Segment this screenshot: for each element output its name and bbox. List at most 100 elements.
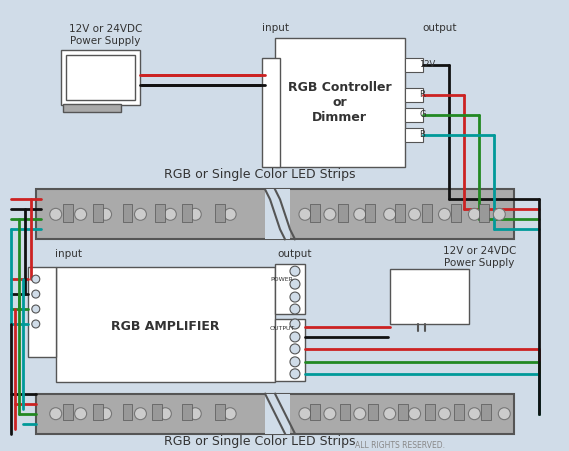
Bar — [422, 204, 431, 222]
Circle shape — [409, 208, 420, 220]
Bar — [390, 269, 469, 324]
Bar — [93, 404, 102, 420]
Circle shape — [290, 266, 300, 276]
Circle shape — [75, 408, 86, 420]
Text: OUTPUT: OUTPUT — [269, 327, 295, 331]
Bar — [365, 204, 375, 222]
Circle shape — [290, 357, 300, 367]
Text: output: output — [422, 23, 457, 33]
Circle shape — [498, 408, 510, 420]
Bar — [275, 264, 305, 314]
Circle shape — [290, 319, 300, 329]
Text: 12V or 24VDC
Power Supply: 12V or 24VDC Power Supply — [443, 246, 516, 268]
Circle shape — [468, 408, 480, 420]
Bar — [155, 204, 166, 222]
Bar — [455, 404, 464, 420]
Text: input: input — [262, 23, 288, 33]
Text: POWER: POWER — [271, 276, 294, 281]
Circle shape — [290, 279, 300, 289]
Circle shape — [224, 208, 236, 220]
Circle shape — [299, 208, 311, 220]
Bar — [405, 108, 423, 122]
Bar — [265, 394, 290, 433]
Bar — [481, 404, 492, 420]
Circle shape — [164, 208, 176, 220]
Bar — [28, 267, 56, 357]
Bar — [451, 204, 461, 222]
Circle shape — [468, 208, 480, 220]
Bar — [63, 104, 121, 112]
Circle shape — [493, 208, 505, 220]
Circle shape — [32, 290, 40, 298]
Bar — [275, 38, 405, 167]
Bar — [122, 404, 133, 420]
Circle shape — [290, 292, 300, 302]
Bar — [405, 128, 423, 142]
Text: RGB or Single Color LED Strips: RGB or Single Color LED Strips — [164, 435, 356, 448]
Bar — [275, 319, 305, 381]
Circle shape — [32, 320, 40, 328]
Bar — [36, 394, 514, 433]
Circle shape — [290, 332, 300, 342]
Circle shape — [324, 408, 336, 420]
Bar — [310, 404, 320, 420]
Bar — [424, 404, 435, 420]
Circle shape — [32, 305, 40, 313]
Circle shape — [290, 304, 300, 314]
Circle shape — [189, 208, 201, 220]
Bar — [480, 204, 489, 222]
Text: ALL RIGHTS RESERVED.: ALL RIGHTS RESERVED. — [354, 441, 444, 450]
Circle shape — [159, 408, 171, 420]
Circle shape — [224, 408, 236, 420]
Bar — [262, 58, 280, 167]
Bar — [36, 189, 514, 239]
Circle shape — [299, 408, 311, 420]
Circle shape — [189, 408, 201, 420]
Bar — [93, 204, 102, 222]
Circle shape — [100, 208, 112, 220]
Circle shape — [50, 208, 61, 220]
Bar — [63, 404, 73, 420]
Circle shape — [409, 408, 420, 420]
Bar — [152, 404, 162, 420]
Bar — [63, 204, 73, 222]
Circle shape — [439, 208, 451, 220]
Text: RGB AMPLIFIER: RGB AMPLIFIER — [111, 321, 220, 333]
Circle shape — [50, 408, 61, 420]
Bar — [182, 404, 192, 420]
Bar — [338, 204, 348, 222]
Text: RGB or Single Color LED Strips: RGB or Single Color LED Strips — [164, 168, 356, 181]
Bar — [398, 404, 407, 420]
Bar — [310, 204, 320, 222]
Bar — [215, 204, 225, 222]
Circle shape — [384, 408, 395, 420]
Bar — [395, 204, 405, 222]
Bar — [65, 55, 135, 100]
Text: R: R — [419, 90, 426, 99]
Bar — [405, 58, 423, 72]
Circle shape — [384, 208, 395, 220]
Circle shape — [290, 344, 300, 354]
Text: output: output — [278, 249, 312, 259]
Text: 12V or 24VDC
Power Supply: 12V or 24VDC Power Supply — [69, 24, 142, 46]
Circle shape — [439, 408, 451, 420]
Bar — [122, 204, 133, 222]
Text: B: B — [419, 130, 426, 139]
Circle shape — [354, 408, 366, 420]
Bar — [340, 404, 350, 420]
Circle shape — [75, 208, 86, 220]
Circle shape — [354, 208, 366, 220]
Bar — [405, 88, 423, 101]
Circle shape — [100, 408, 112, 420]
Bar — [61, 50, 141, 105]
Bar — [182, 204, 192, 222]
Text: 12V: 12V — [419, 60, 436, 69]
Circle shape — [32, 275, 40, 283]
Text: input: input — [55, 249, 82, 259]
Circle shape — [134, 408, 146, 420]
Text: RGB Controller
or
Dimmer: RGB Controller or Dimmer — [288, 81, 391, 124]
Bar — [265, 189, 290, 239]
Circle shape — [290, 369, 300, 379]
Text: G: G — [419, 110, 426, 119]
Bar — [368, 404, 378, 420]
